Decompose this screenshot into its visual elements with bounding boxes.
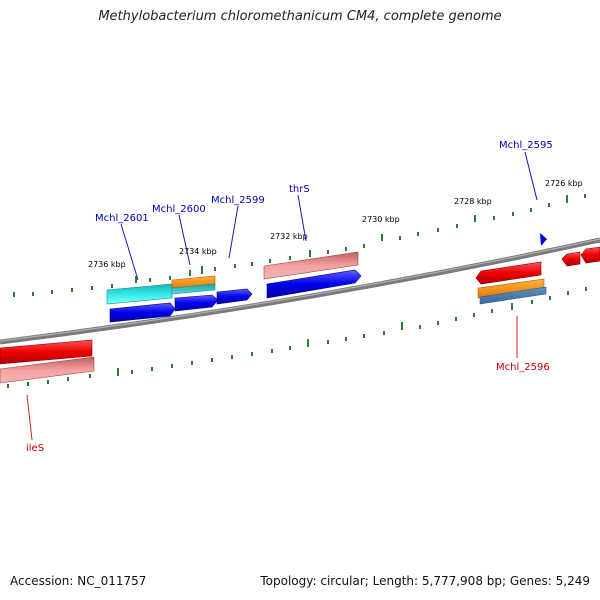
reverse-label-leaders [26,316,518,441]
gene-feature-mchl-2601[interactable] [106,283,173,305]
gene-label-thrs[interactable]: thrS [289,184,310,195]
tick-label-2726: 2726 kbp [545,179,583,188]
genome-backbone [0,237,600,345]
gene-feature-mchl-2596[interactable] [475,261,542,285]
gene-feature-cds-b[interactable] [174,294,219,312]
inner-tick-ring [7,287,587,388]
gene-feature-right-edge-2[interactable] [580,246,600,264]
gene-feature-mchl-2599[interactable] [216,288,253,305]
tick-label-2736: 2736 kbp [88,260,126,269]
gene-label-mchl-2596[interactable]: Mchl_2596 [496,362,550,373]
gene-feature-iles-reverse[interactable] [0,356,95,384]
gene-feature-thrs[interactable] [266,269,362,299]
gene-label-mchl-2601[interactable]: Mchl_2601 [95,213,149,224]
gene-label-mchl-2600[interactable]: Mchl_2600 [152,204,206,215]
map-title: Methylobacterium chloromethanicum CM4, c… [98,9,502,24]
tick-label-2730: 2730 kbp [362,215,400,224]
tick-label-2732: 2732 kbp [270,232,308,241]
gene-feature-thrs-reverse[interactable] [263,251,359,280]
outer-tick-ring [13,194,586,297]
gene-feature-mchl-2596-steel[interactable] [479,286,547,305]
gene-feature-mchl-2595[interactable] [540,233,547,246]
tick-label-2734: 2734 kbp [179,247,217,256]
gene-feature-cds-a[interactable] [109,302,176,323]
gene-feature-right-edge-1[interactable] [561,251,581,267]
forward-label-leaders [120,151,538,281]
accession-label: Accession: NC_011757 [10,574,147,588]
gene-feature-iles[interactable] [0,339,93,365]
gene-label-mchl-2599[interactable]: Mchl_2599 [211,195,265,206]
gene-label-iles[interactable]: ileS [26,443,44,454]
genome-stats-label: Topology: circular; Length: 5,777,908 bp… [260,574,590,588]
gene-feature-mchl-2600-rna[interactable] [171,283,216,295]
tick-label-2728: 2728 kbp [454,197,492,206]
gene-label-mchl-2595[interactable]: Mchl_2595 [499,140,553,151]
genome-backbone-highlight [0,238,600,342]
